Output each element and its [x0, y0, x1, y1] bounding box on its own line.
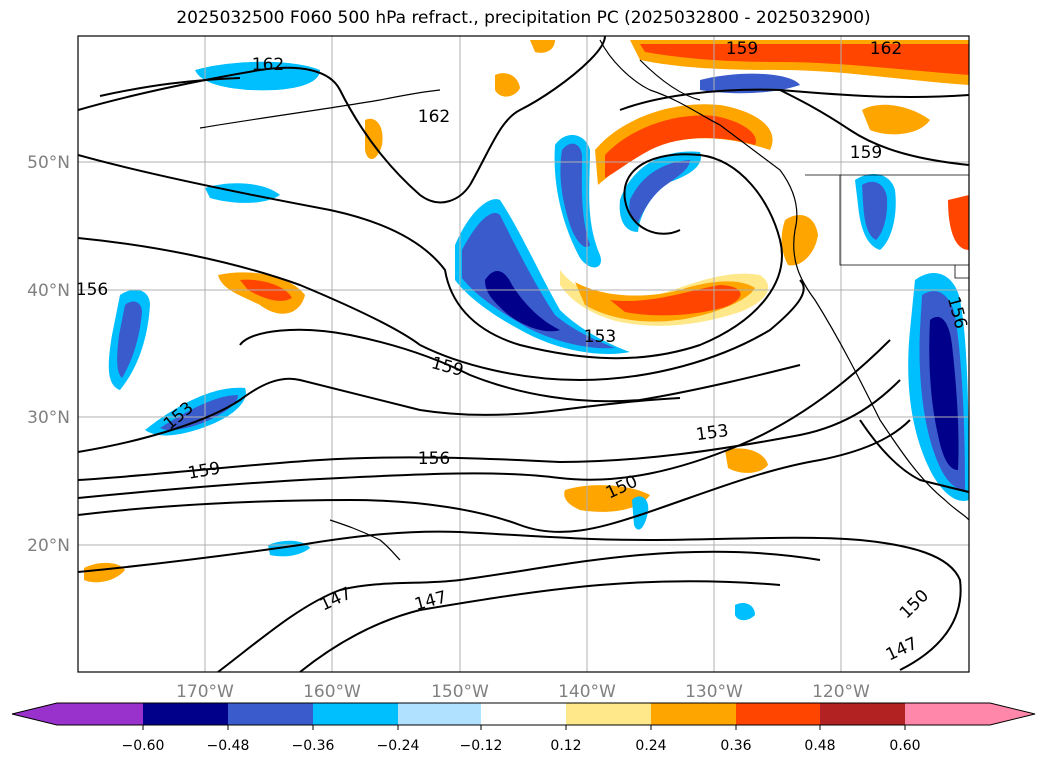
pos-field [640, 44, 969, 75]
lat-label: 50°N [27, 153, 70, 173]
contour-label: 156 [76, 280, 108, 300]
pos-field [365, 118, 383, 160]
colorbar-tick-label: −0.24 [377, 738, 420, 754]
colorbar-bin [481, 703, 566, 725]
contour-label: 162 [870, 39, 902, 59]
contours [78, 36, 969, 672]
longitude-labels: 170°W 160°W 150°W 140°W 130°W 120°W [176, 682, 870, 702]
neg-field [160, 395, 238, 431]
pos-field [610, 285, 741, 316]
colorbar-outline [11, 702, 1036, 726]
colorbar-bin [57, 703, 143, 725]
colorbar-bin [905, 703, 990, 725]
colorbar-bin [228, 703, 313, 725]
neg-field [560, 143, 590, 248]
colorbar-bin [651, 703, 736, 725]
contour-label: 153 [584, 327, 616, 347]
lon-label: 150°W [431, 682, 489, 702]
colorbar-tick-label: −0.36 [292, 738, 335, 754]
latitude-labels: 50°N 40°N 30°N 20°N [27, 153, 70, 556]
neg-field [700, 73, 800, 94]
pos-field [948, 195, 969, 250]
colorbar: −0.60 −0.48 −0.36 −0.24 −0.12 0.12 0.24 … [11, 702, 1036, 754]
colorbar-bin [143, 703, 228, 725]
pos-field [564, 485, 650, 512]
neg-field [862, 181, 888, 240]
map-frame [77, 35, 970, 673]
neg-field [117, 301, 142, 378]
colorbar-tick-label: 0.60 [889, 738, 920, 754]
colorbar-bin [398, 703, 481, 725]
lat-label: 30°N [27, 408, 70, 428]
colorbar-tick-label: 0.36 [720, 738, 751, 754]
contour-label: 162 [252, 55, 284, 75]
contour-label: 159 [726, 39, 758, 59]
colorbar-bin [313, 703, 398, 725]
colorbar-tick-label: 0.12 [550, 738, 581, 754]
map-background [78, 36, 969, 672]
colorbar-bin [566, 703, 651, 725]
lon-label: 160°W [303, 682, 361, 702]
pos-field [530, 40, 555, 53]
neg-field [485, 270, 560, 332]
pos-field [605, 115, 756, 178]
colorbar-tick-label: −0.48 [207, 738, 250, 754]
colorbar-extend-min [12, 703, 57, 725]
graticule [78, 36, 969, 672]
neg-field [929, 316, 959, 470]
pos-field [495, 73, 520, 97]
pos-field [862, 104, 930, 135]
contour-label: 159 [850, 143, 882, 163]
colorbar-tick-label: −0.12 [460, 738, 503, 754]
neg-field [632, 496, 649, 530]
lon-label: 120°W [812, 682, 870, 702]
neg-field [195, 61, 320, 91]
contour-label: 162 [418, 107, 450, 127]
contour-label: 156 [418, 449, 450, 469]
colorbar-bin [820, 703, 905, 725]
neg-field [462, 213, 615, 349]
colorbar-tick-label: −0.60 [122, 738, 165, 754]
colorbar-tick-label: 0.24 [635, 738, 666, 754]
map-layers [78, 36, 969, 672]
neg-field [735, 603, 755, 621]
lon-label: 170°W [176, 682, 234, 702]
pos-field [781, 215, 818, 266]
coastlines [199, 39, 969, 561]
colorbar-tick-label: 0.48 [804, 738, 835, 754]
lat-label: 20°N [27, 536, 70, 556]
precip-fields [84, 40, 969, 621]
lon-label: 140°W [558, 682, 616, 702]
lon-label: 130°W [685, 682, 743, 702]
contour-label: 153 [695, 421, 730, 445]
plot-title: 2025032500 F060 500 hPa refract., precip… [176, 8, 871, 28]
colorbar-bin [736, 703, 820, 725]
pos-field [725, 448, 768, 473]
borders [805, 174, 969, 279]
colorbar-extend-max [990, 703, 1035, 725]
lat-label: 40°N [27, 281, 70, 301]
neg-field [629, 160, 690, 222]
